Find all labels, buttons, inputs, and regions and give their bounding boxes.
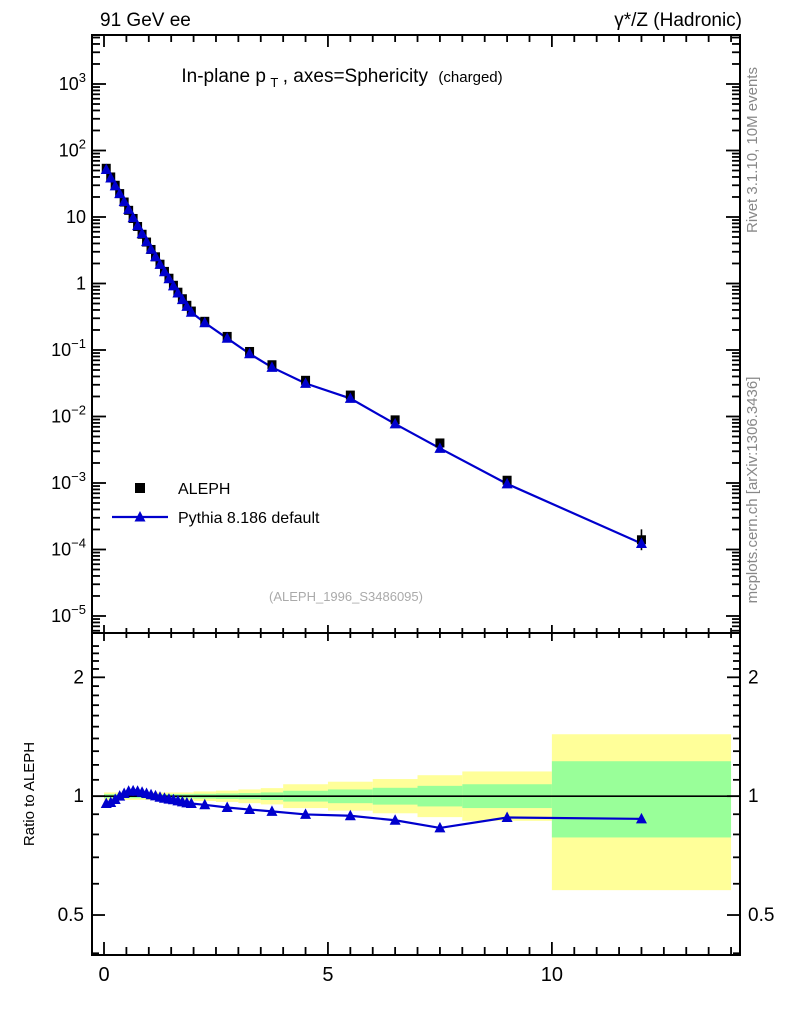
mc-triangle [127,211,139,223]
ratio-mc-triangle [344,809,356,821]
plot-title: In-plane p T , axes=Sphericity (charged) [181,66,502,91]
y-axis-decade-label: 10 [66,207,86,227]
y-axis-decade-label: 1 [76,273,86,293]
mc-triangle [221,332,233,343]
y-axis-decade-label: 102 [59,137,86,161]
mc-triangle [167,279,179,291]
ratio-mc-triangle [221,801,233,813]
legend-marker-pythia-triangle [134,511,146,522]
axis-ticks [92,35,740,955]
mc-triangle [118,195,130,207]
ratio-mc-triangle [244,803,256,815]
header-right-label: γ*/Z (Hadronic) [614,10,742,31]
ratio-mc-triangle [389,814,401,825]
static-text-layer: 91 GeV ee γ*/Z (Hadronic) In-plane p T ,… [21,10,761,846]
ratio-mc-triangle [266,805,278,816]
y-axis-decade-label: 10−4 [51,535,86,559]
mc-triangle [100,163,112,175]
watermark-label: (ALEPH_1996_S3486095) [269,589,423,604]
mc-triangle [344,392,356,403]
x-axis-tick-label: 5 [322,964,333,986]
legend-marker-aleph-square [135,483,145,493]
mc-triangle [132,219,144,231]
ratio-mc-triangle [501,811,513,823]
mc-triangle [163,272,175,284]
x-axis-tick-label: 10 [541,964,563,986]
mc-triangle [185,306,197,317]
plot-title-subscript: T [270,75,278,90]
mc-triangle [136,227,148,239]
plot-title-main: In-plane p [181,66,266,87]
ratio-tick-label-left: 1 [73,786,84,807]
ratio-mc-triangle [105,796,117,807]
mc-triangle [123,203,135,214]
mc-triangle [105,171,117,183]
ratio-band-green [551,761,732,838]
mc-triangle [114,187,126,199]
plot-title-rest: , axes=Sphericity [283,66,429,87]
mc-markers [100,163,647,549]
ratio-mc-triangle [114,790,126,801]
mc-triangle [300,377,312,388]
mc-triangle [172,286,184,298]
mc-triangle [266,361,278,372]
ratio-tick-label-right: 0.5 [748,905,774,926]
mcplots-reference-label: mcplots.cern.ch [arXiv:1306.3436] [744,377,761,604]
mc-triangle [199,316,211,328]
ratio-panel-frame [91,632,741,956]
y-axis-decade-label: 10−1 [51,336,86,360]
ratio-mc-triangle [109,793,121,804]
mc-triangle [109,179,121,191]
legend: ALEPH Pythia 8.186 default [112,481,320,527]
mc-triangle [150,250,162,262]
mc-triangle [635,537,647,549]
ratio-mc-triangle [185,797,197,809]
y-axis-decade-label: 10−3 [51,469,86,493]
mc-triangle [244,347,256,359]
mc-triangle [176,293,188,305]
x-axis-tick-label: 0 [98,964,109,986]
mc-triangle [145,243,157,254]
y-axis-decade-label: 103 [59,70,86,94]
rivet-version-label: Rivet 3.1.10, 10M events [744,67,761,233]
legend-label-pythia: Pythia 8.186 default [178,510,320,527]
mc-triangle [434,442,446,453]
ratio-tick-label-left: 2 [73,667,84,688]
y-axis-decade-label: 10−2 [51,402,86,426]
mc-triangle [141,235,153,247]
ratio-mc-triangle [635,812,647,824]
mc-triangle [158,265,170,277]
mc-triangle [501,477,513,489]
ratio-tick-label-left: 0.5 [58,905,84,926]
mc-triangle [389,417,401,429]
ratio-mc-triangle [199,798,211,810]
plot-title-paren: (charged) [438,69,502,86]
mc-triangle [154,258,166,269]
mc-triangle [181,300,193,311]
ratio-mc-triangle [434,821,446,833]
ratio-tick-label-right: 2 [748,667,759,688]
legend-label-aleph: ALEPH [178,481,230,498]
ratio-tick-label-right: 1 [748,786,759,807]
ratio-mc-triangle [300,808,312,819]
ratio-axis-label: Ratio to ALEPH [21,742,38,846]
y-axis-decade-label: 10−5 [51,602,86,626]
ratio-mc-markers [100,784,647,833]
header-left-label: 91 GeV ee [100,10,191,31]
